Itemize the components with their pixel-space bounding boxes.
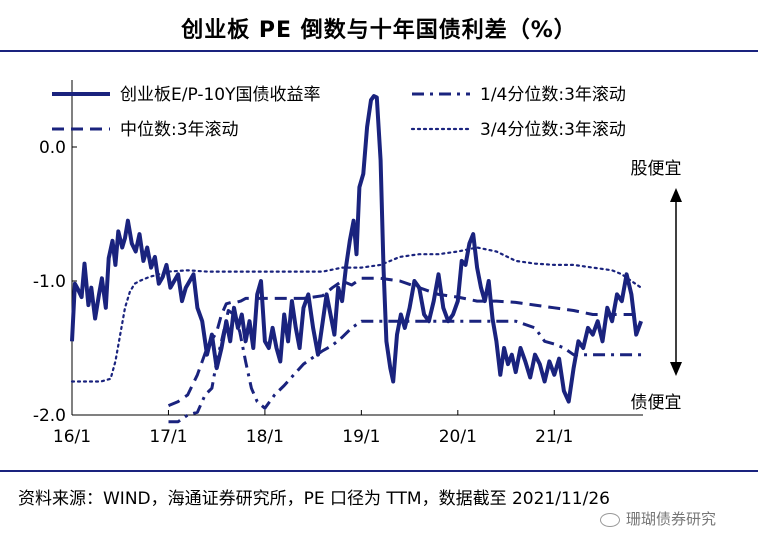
x-tick-label: 20/1 [439,427,477,447]
series-line-2 [167,276,642,407]
x-tick-label: 19/1 [342,427,380,447]
series-line-1 [168,309,642,424]
series-line-0 [70,94,643,404]
legend-label-1: 1/4分位数:3年滚动 [480,85,626,105]
axes: 0.0 -1.0 -2.016/1 17/1 18/1 19/1 20/1 21/1 [33,80,643,447]
x-tick-label: 16/1 [53,427,91,447]
annotation-arrow-down [670,362,682,376]
title-bar: 创业板 PE 倒数与十年国债利差（%） [0,0,758,52]
legend-label-3: 3/4分位数:3年滚动 [480,120,626,140]
annotations: 股便宜 债便宜 [631,159,682,413]
series-group [70,94,643,424]
chart-area: 0.0 -1.0 -2.016/1 17/1 18/1 19/1 20/1 21/1 创业板E… [33,80,682,447]
annotation-arrow-up [670,188,682,202]
series-line-3 [70,246,643,383]
source-bar: 资料来源：WIND，海通证券研究所，PE 口径为 TTM，数据截至 2021/1… [0,470,758,509]
annotation-bottom: 债便宜 [631,393,682,413]
annotation-top: 股便宜 [631,159,682,179]
y-tick-label: -1.0 [33,272,66,292]
watermark: 珊瑚债券研究 [600,508,716,529]
x-tick-label: 18/1 [246,427,284,447]
watermark-text: 珊瑚债券研究 [626,510,717,528]
wechat-icon [600,512,620,527]
y-tick-label: 0.0 [39,138,66,158]
x-tick-label: 21/1 [535,427,573,447]
legend-label-0: 创业板E/P-10Y国债收益率 [120,85,321,105]
legend-label-2: 中位数:3年滚动 [120,120,239,140]
chart-title: 创业板 PE 倒数与十年国债利差（%） [181,18,577,43]
y-tick-label: -2.0 [33,406,66,426]
x-tick-label: 17/1 [149,427,187,447]
source-note: 资料来源：WIND，海通证券研究所，PE 口径为 TTM，数据截至 2021/1… [18,489,610,509]
